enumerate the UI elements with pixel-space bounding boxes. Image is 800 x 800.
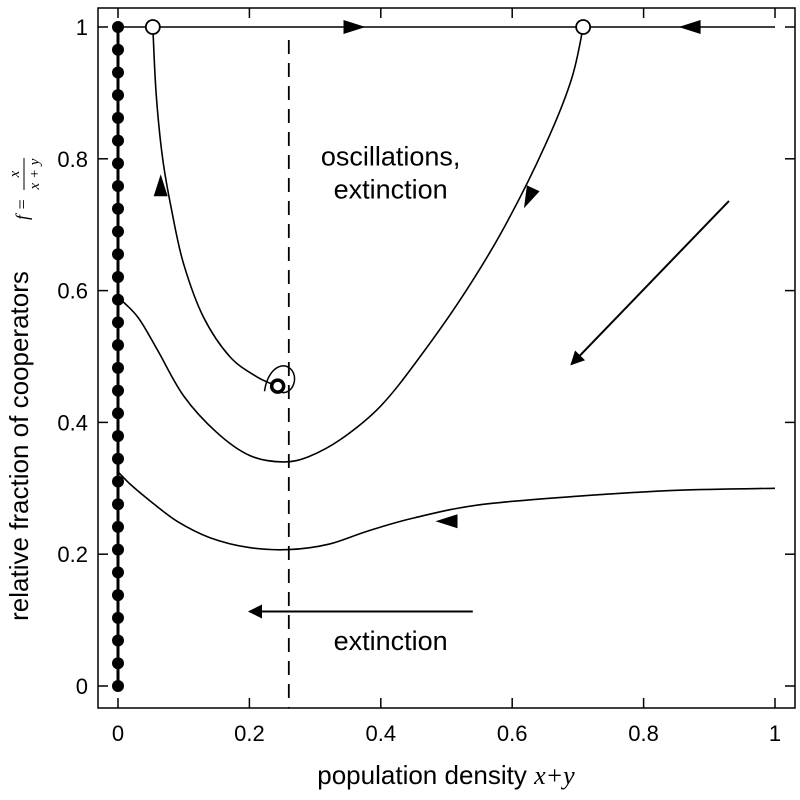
x-tick-label: 0.4 <box>366 721 397 746</box>
annotation-osc-line2: extinction <box>334 174 448 204</box>
svg-text:f =: f = <box>12 198 32 220</box>
fixed-line-dot <box>112 270 124 283</box>
fixed-line-dot <box>112 157 124 170</box>
fixed-line-dot <box>112 407 124 420</box>
x-tick-label: 1 <box>769 721 781 746</box>
fixed-points-group <box>144 19 592 394</box>
flow-arrowhead <box>153 174 168 197</box>
fixed-line-dot <box>112 452 124 465</box>
fixed-line-dot <box>112 543 124 556</box>
fixed-line-dot <box>112 89 124 102</box>
fixed-line-dot <box>112 361 124 374</box>
x-tick-label: 0.8 <box>628 721 659 746</box>
annotation-ext: extinction <box>334 626 448 656</box>
y-axis-label: relative fraction of cooperators f = x x… <box>4 158 43 621</box>
fixed-line-dot <box>112 339 124 352</box>
fixed-line-dot <box>112 680 124 692</box>
trajectory-from-unstable-right <box>117 26 584 463</box>
fixed-line-dot <box>112 520 124 533</box>
fixed-line-dot <box>112 589 124 602</box>
flow-arrowhead <box>343 20 366 34</box>
fixed-line-dot <box>112 316 124 329</box>
y-tick-label: 0.2 <box>57 542 88 567</box>
fixed-line-dot <box>112 634 124 647</box>
fixed-line-dot <box>112 43 124 56</box>
y-tick-label: 0.4 <box>57 410 88 435</box>
fixed-line-dot <box>112 475 124 488</box>
y-tick-label: 0.6 <box>57 279 88 304</box>
fixed-line-dot <box>112 248 124 261</box>
svg-text:x + y: x + y <box>27 158 43 190</box>
y-tick-label: 0.8 <box>57 147 88 172</box>
x-tick-label: 0.2 <box>234 721 265 746</box>
flow-arrows-group <box>153 20 730 619</box>
y-tick-label: 1 <box>76 15 88 40</box>
fixed-line-dot <box>112 566 124 579</box>
flow-arrowhead <box>523 185 540 209</box>
unstable-fixed-point <box>575 19 592 35</box>
fixed-line-dot <box>112 657 124 670</box>
fixed-line-dot <box>112 384 124 397</box>
fixed-line-markers <box>112 21 124 692</box>
unstable-fixed-point <box>144 19 161 35</box>
x-axis-label: population density x+y <box>317 760 575 790</box>
fixed-line-dot <box>112 202 124 215</box>
trajectory-lower <box>117 471 776 551</box>
focus-fixed-point <box>269 378 286 394</box>
annotation-osc-line1: oscillations, <box>321 141 461 171</box>
fixed-line-dot <box>112 293 124 306</box>
direction-arrow <box>570 200 730 366</box>
svg-text:x: x <box>7 170 23 178</box>
flow-arrowhead <box>678 20 701 34</box>
fixed-line-dot <box>112 430 124 443</box>
flow-arrowhead <box>435 514 458 529</box>
fixed-line-dot <box>112 498 124 511</box>
x-tick-label: 0 <box>112 721 124 746</box>
fixed-line-dot <box>112 111 124 124</box>
fixed-line-dot <box>112 134 124 147</box>
trajectory-from-unstable-left <box>152 26 273 385</box>
trajectories-group <box>117 26 776 551</box>
fixed-line-dot <box>112 66 124 79</box>
fixed-line-dot <box>112 611 124 624</box>
fixed-line-dot <box>112 21 124 33</box>
plot-frame <box>97 7 796 709</box>
y-tick-label: 0 <box>76 674 88 699</box>
svg-text:relative fraction of cooperato: relative fraction of cooperators <box>4 271 34 621</box>
ticks-group: 0 0.2 0.4 0.6 0.8 1 0 0.2 0.4 0.6 0.8 1 <box>57 8 795 746</box>
fixed-line-dot <box>112 225 124 238</box>
x-tick-label: 0.6 <box>497 721 528 746</box>
fixed-line-dot <box>112 180 124 193</box>
